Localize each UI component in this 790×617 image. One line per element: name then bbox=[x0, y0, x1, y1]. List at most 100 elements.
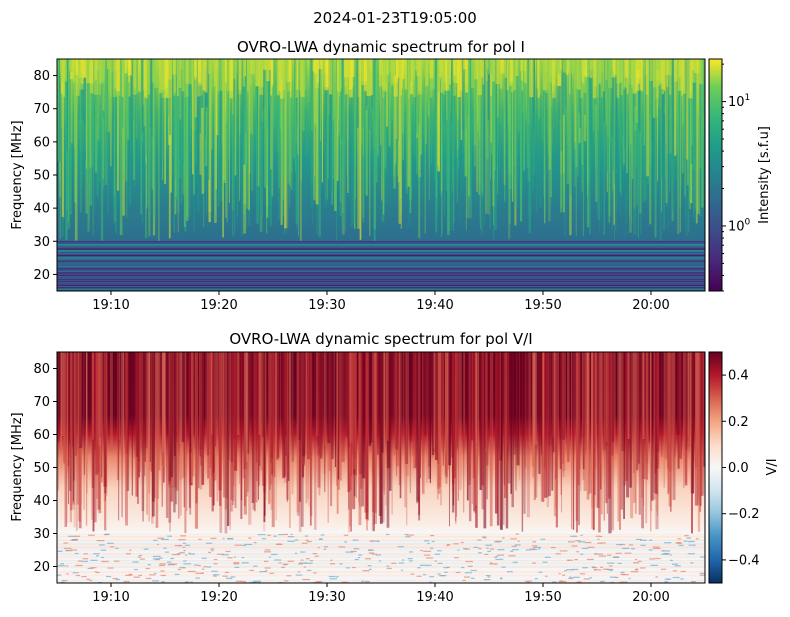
burst-streak bbox=[60, 352, 63, 470]
burst-streak bbox=[488, 59, 490, 215]
rfi-speck bbox=[303, 566, 307, 568]
rfi-speck bbox=[495, 558, 504, 560]
burst-streak bbox=[560, 59, 563, 151]
rfi-row bbox=[57, 273, 705, 276]
rfi-row bbox=[57, 545, 705, 548]
burst-streak bbox=[505, 59, 508, 168]
rfi-speck bbox=[89, 579, 93, 582]
bright-streak bbox=[209, 59, 213, 90]
rfi-speck bbox=[201, 572, 205, 574]
rfi-speck bbox=[515, 533, 520, 535]
rfi-speck bbox=[81, 576, 87, 578]
burst-streak bbox=[646, 59, 649, 177]
bright-streak bbox=[197, 59, 202, 83]
burst-streak bbox=[638, 59, 641, 133]
burst-streak bbox=[605, 352, 609, 442]
burst-streak bbox=[382, 59, 385, 215]
bright-streak bbox=[698, 59, 704, 85]
burst-streak bbox=[242, 59, 246, 165]
burst-streak bbox=[532, 352, 535, 477]
bright-streak bbox=[568, 59, 571, 95]
rfi-speck bbox=[112, 577, 118, 580]
burst-streak bbox=[566, 59, 569, 185]
rfi-speck bbox=[617, 562, 622, 565]
rfi-speck bbox=[670, 559, 673, 561]
rfi-speck bbox=[253, 565, 258, 567]
burst-streak bbox=[689, 59, 693, 146]
rfi-row bbox=[57, 259, 705, 261]
burst-streak bbox=[581, 59, 583, 192]
burst-streak bbox=[194, 352, 199, 529]
burst-streak bbox=[389, 352, 392, 491]
burst-streak bbox=[401, 59, 403, 214]
rfi-speck bbox=[672, 576, 680, 579]
rfi-speck bbox=[305, 539, 309, 541]
rfi-speck bbox=[619, 543, 626, 546]
burst-streak bbox=[298, 59, 301, 242]
burst-streak bbox=[547, 352, 551, 497]
rfi-speck bbox=[422, 574, 427, 576]
rfi-speck bbox=[494, 541, 501, 543]
rfi-speck bbox=[335, 576, 339, 578]
burst-streak bbox=[687, 59, 689, 123]
burst-streak bbox=[372, 352, 375, 511]
rfi-row bbox=[57, 569, 705, 572]
bright-streak bbox=[158, 59, 163, 94]
bright-streak bbox=[85, 59, 90, 77]
burst-streak bbox=[150, 59, 153, 137]
bright-streak bbox=[253, 59, 255, 76]
rfi-speck bbox=[538, 548, 541, 550]
burst-streak bbox=[589, 59, 592, 235]
burst-streak bbox=[561, 352, 565, 464]
burst-streak bbox=[450, 59, 452, 226]
burst-streak bbox=[371, 352, 375, 513]
burst-streak bbox=[162, 352, 166, 466]
burst-streak bbox=[85, 352, 88, 526]
burst-streak bbox=[452, 352, 455, 494]
bright-streak bbox=[132, 59, 137, 95]
burst-streak bbox=[523, 352, 526, 514]
rfi-row bbox=[57, 552, 705, 554]
burst-streak bbox=[590, 59, 592, 209]
burst-streak bbox=[121, 352, 125, 455]
burst-streak bbox=[446, 59, 448, 191]
burst-streak bbox=[97, 59, 99, 151]
burst-streak bbox=[272, 352, 274, 481]
bright-streak bbox=[600, 59, 603, 98]
burst-streak bbox=[213, 59, 215, 125]
burst-streak bbox=[160, 59, 163, 181]
panel-pol-i-title: OVRO-LWA dynamic spectrum for pol I bbox=[237, 38, 525, 56]
x-tick-label: 19:10 bbox=[92, 590, 129, 605]
burst-streak bbox=[645, 59, 648, 201]
burst-streak bbox=[125, 352, 127, 521]
rfi-speck bbox=[167, 535, 173, 537]
burst-streak bbox=[164, 59, 166, 184]
burst-streak bbox=[232, 352, 234, 505]
burst-streak bbox=[258, 352, 261, 435]
burst-streak bbox=[514, 59, 516, 167]
bright-streak bbox=[457, 59, 462, 97]
bright-streak bbox=[453, 59, 458, 76]
burst-streak bbox=[138, 352, 141, 472]
rfi-speck bbox=[213, 563, 218, 565]
bright-streak bbox=[121, 59, 124, 97]
burst-streak bbox=[517, 59, 520, 154]
burst-streak bbox=[265, 59, 268, 234]
rfi-speck bbox=[265, 569, 268, 572]
rfi-speck bbox=[514, 544, 521, 546]
burst-streak bbox=[692, 59, 696, 170]
burst-streak bbox=[464, 59, 468, 177]
burst-streak bbox=[84, 59, 86, 174]
burst-streak bbox=[479, 352, 482, 490]
burst-streak bbox=[622, 59, 624, 136]
burst-streak bbox=[483, 352, 487, 529]
rfi-speck bbox=[257, 533, 266, 536]
rfi-row bbox=[57, 252, 705, 254]
burst-streak bbox=[457, 59, 458, 158]
burst-streak bbox=[86, 59, 88, 169]
rfi-speck bbox=[182, 542, 187, 544]
colorbar-tick-label: 101 bbox=[728, 93, 750, 110]
burst-streak bbox=[79, 59, 82, 213]
burst-streak bbox=[317, 352, 319, 446]
burst-streak bbox=[243, 352, 247, 515]
